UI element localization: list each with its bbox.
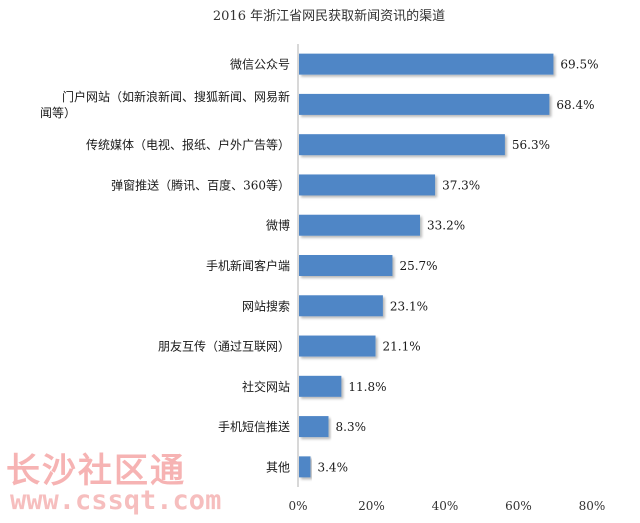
category-label-5: 手机新闻客户端: [206, 258, 290, 273]
chart-title: 2016 年浙江省网民获取新闻资讯的渠道: [213, 8, 445, 24]
watermark-text: 长沙社区通: [6, 451, 186, 491]
x-tick-label-2: 40%: [432, 499, 459, 513]
bar-6: [299, 295, 383, 317]
bar-9: [299, 416, 329, 438]
bar-1: [299, 93, 550, 115]
value-label-0: 69.5%: [560, 58, 598, 72]
x-tick-label-1: 20%: [358, 499, 385, 513]
category-label-2: 传统媒体（电视、报纸、户外广告等）: [86, 137, 290, 152]
value-label-6: 23.1%: [390, 299, 428, 313]
bar-0: [299, 53, 554, 75]
x-tick-label-0: 0%: [288, 499, 307, 513]
category-label-3: 弹窗推送（腾讯、百度、360等）: [111, 177, 290, 192]
watermark-url: www.cssqt.com: [10, 485, 221, 516]
value-label-3: 37.3%: [442, 178, 480, 192]
value-label-8: 11.8%: [348, 380, 386, 394]
category-label-9: 手机短信推送: [218, 419, 290, 434]
value-label-7: 21.1%: [383, 340, 421, 354]
bar-8: [299, 375, 342, 397]
category-label-4: 微博: [266, 218, 290, 233]
bar-2: [299, 134, 505, 156]
category-label-10: 其他: [266, 460, 290, 474]
category-label-6: 网站搜索: [242, 298, 290, 313]
x-tick-label-4: 80%: [579, 499, 606, 513]
category-label-1-line-0: 门户网站（如新浪新闻、搜狐新闻、网易新: [62, 89, 290, 104]
x-tick-label-3: 60%: [505, 499, 532, 513]
value-label-2: 56.3%: [512, 138, 550, 152]
bar-10: [299, 456, 311, 478]
bar-5: [299, 255, 393, 276]
category-label-1-line-1: 闻等）: [40, 106, 76, 120]
bar-4: [299, 214, 421, 236]
bar-3: [299, 174, 436, 196]
value-label-4: 33.2%: [427, 219, 465, 233]
category-label-7: 朋友互传（通过互联网）: [158, 339, 290, 354]
value-label-1: 68.4%: [556, 98, 594, 112]
category-label-8: 社交网站: [242, 379, 290, 394]
value-label-5: 25.7%: [399, 259, 437, 273]
category-label-0: 微信公众号: [230, 58, 290, 72]
value-label-9: 8.3%: [336, 420, 367, 434]
bar-7: [299, 335, 376, 357]
value-label-10: 3.4%: [317, 460, 348, 474]
